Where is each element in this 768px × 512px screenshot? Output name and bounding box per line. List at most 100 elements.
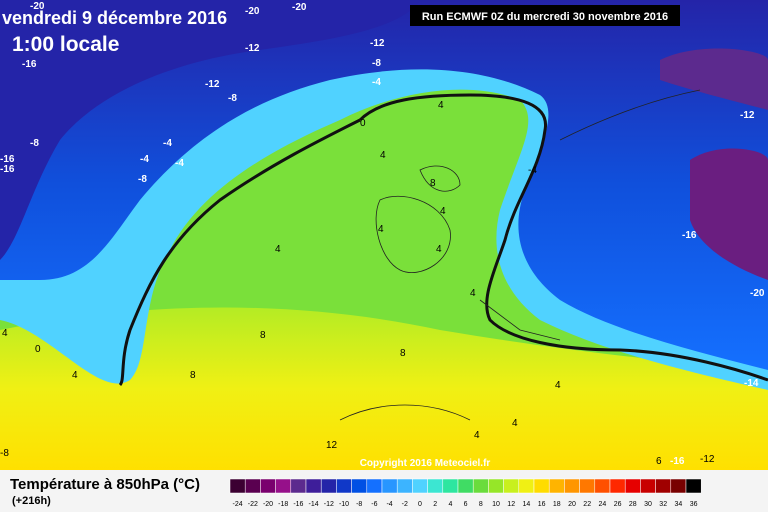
date-title: vendredi 9 décembre 2016: [2, 8, 227, 28]
map-label: -8: [138, 174, 147, 185]
scale-swatch: [427, 478, 444, 494]
scale-swatch: [305, 478, 322, 494]
scale-tick-label: 28: [629, 501, 637, 508]
scale-swatch: [275, 478, 292, 494]
legend-horizon: (+216h): [12, 495, 51, 507]
map-label: -16: [0, 164, 15, 175]
map-label: 4: [378, 224, 384, 235]
map-label: -4: [140, 154, 149, 165]
legend-title: Température à 850hPa (°C): [10, 476, 200, 493]
scale-tick-label: -24: [233, 501, 243, 508]
scale-tick-label: 12: [507, 501, 515, 508]
map-label: 8: [400, 348, 406, 359]
scale-tick-label: -14: [309, 501, 319, 508]
run-box: [410, 5, 680, 26]
map-label: -12: [370, 38, 385, 49]
scale-tick-label: -8: [356, 501, 362, 508]
scale-tick-label: 36: [690, 501, 698, 508]
map-label: 4: [474, 430, 480, 441]
scale-tick-label: 30: [644, 501, 652, 508]
color-scale: -24 -22 -20 -18 -16 -14 -12 -10 -8 -6 -4 -2 0 2 4 6 8 10 1…: [229, 478, 702, 508]
map-label: 4: [438, 100, 444, 111]
scale-swatch: [290, 478, 307, 494]
warm-area: [0, 307, 768, 470]
scale-swatch: [640, 478, 656, 494]
polar-area-ne: [660, 48, 768, 110]
map-label: -14: [744, 378, 759, 389]
scale-tick-label: -2: [402, 501, 408, 508]
run-info: Run ECMWF 0Z du mercredi 30 novembre 201…: [422, 11, 668, 23]
scale-swatch: [518, 478, 535, 494]
scale-tick-label: -22: [248, 501, 258, 508]
scale-tick-label: -12: [324, 501, 334, 508]
scale-tick-label: 34: [675, 501, 683, 508]
scale-tick-label: -20: [263, 501, 273, 508]
scale-tick-label: -10: [339, 501, 349, 508]
map-label: 4: [72, 370, 78, 381]
scale-tick-label: 26: [614, 501, 622, 508]
scale-swatch: [655, 478, 672, 494]
map-label: 4: [555, 380, 561, 391]
map-label: 4: [470, 288, 476, 299]
scale-swatch: [442, 478, 459, 494]
map-label: -20: [292, 2, 307, 13]
scale-swatch: [609, 478, 626, 494]
scale-swatch: [260, 478, 276, 494]
scale-tick-label: 4: [448, 501, 452, 508]
scale-tick-label: 2: [433, 501, 437, 508]
coastline: [339, 89, 701, 421]
scale-swatch: [229, 478, 246, 494]
map-label: -12: [205, 79, 220, 90]
map-label: 4: [380, 150, 386, 161]
scale-tick-label: 14: [523, 501, 531, 508]
scale-tick-label: -6: [371, 501, 377, 508]
scale-tick-label: -4: [386, 501, 392, 508]
scale-swatch: [472, 478, 489, 494]
map-label: -4: [528, 165, 537, 176]
map-label: -4: [372, 77, 381, 88]
scale-swatch: [351, 478, 368, 494]
map-label: -12: [740, 110, 755, 121]
map-label: 8: [260, 330, 266, 341]
scale-swatch: [488, 478, 504, 494]
map-label: 4: [512, 418, 518, 429]
map-label: 4: [440, 206, 446, 217]
map-label: -8: [0, 448, 9, 459]
scale-tick-label: 16: [538, 501, 546, 508]
scale-swatch: [685, 478, 702, 494]
map-label: -4: [175, 158, 184, 169]
scale-swatch: [412, 478, 428, 494]
map-label: 8: [430, 178, 436, 189]
map-label: -12: [700, 454, 715, 465]
scale-swatch: [381, 478, 398, 494]
scale-tick-label: 10: [492, 501, 500, 508]
scale-swatch: [548, 478, 565, 494]
cold-area: [0, 0, 768, 370]
scale-tick-label: 20: [568, 501, 576, 508]
scale-swatch: [503, 478, 520, 494]
scale-swatch: [336, 478, 352, 494]
scale-swatch: [320, 478, 337, 494]
map-label: 6: [656, 456, 662, 467]
scale-swatch: [594, 478, 611, 494]
polar-area-east: [690, 148, 768, 280]
scale-tick-label: 6: [464, 501, 468, 508]
map-label: -4: [163, 138, 172, 149]
map-label: -8: [30, 138, 39, 149]
map-label: -20: [245, 6, 260, 17]
map-label: 4: [275, 244, 281, 255]
map-label: 4: [2, 328, 8, 339]
map-label: -12: [245, 43, 260, 54]
scale-swatch: [244, 478, 261, 494]
time-title: 1:00 locale: [12, 33, 119, 56]
zero-isotherm: [358, 93, 768, 382]
map-label: 4: [436, 244, 442, 255]
map: -20 -20 -20 -16 -12 -12 -12 -8 -8 -8 -4 …: [0, 0, 768, 470]
scale-tick-label: 22: [583, 501, 591, 508]
copyright: Copyright 2016 Meteociel.fr: [360, 458, 491, 469]
scale-tick-label: 8: [479, 501, 483, 508]
map-label: -16: [670, 456, 685, 467]
zero-isotherm: [118, 118, 361, 387]
scale-swatch: [457, 478, 474, 494]
